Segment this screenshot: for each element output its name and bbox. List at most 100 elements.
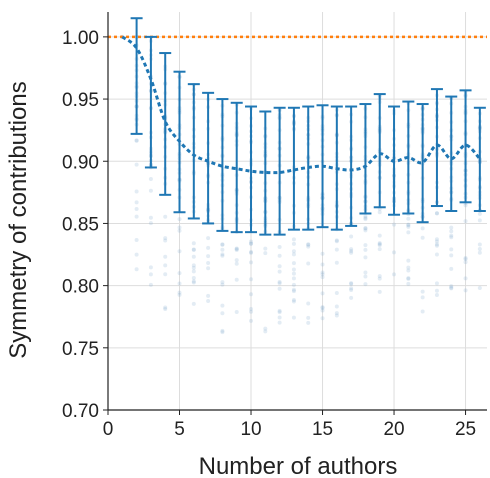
data-point <box>277 269 282 274</box>
tick-labels: 0 5 10 15 20 25 0.70 0.75 0.80 0.85 0.90 0.95 1.00 <box>62 28 476 440</box>
y-tick-label: 0.90 <box>62 152 99 173</box>
data-point <box>234 277 239 282</box>
data-point <box>249 292 254 297</box>
data-point <box>249 241 254 246</box>
data-point <box>377 243 382 248</box>
data-point <box>406 216 411 221</box>
data-point <box>263 251 268 256</box>
data-point <box>220 242 225 247</box>
data-point <box>163 263 168 268</box>
data-point <box>191 280 196 285</box>
data-point <box>177 271 182 276</box>
data-point <box>263 329 268 334</box>
data-point <box>291 252 296 257</box>
data-point <box>249 307 254 312</box>
data-point <box>206 245 211 250</box>
data-point <box>449 266 454 271</box>
data-point <box>463 219 468 224</box>
data-point <box>463 276 468 281</box>
data-point <box>420 235 425 240</box>
data-point <box>334 238 339 243</box>
data-point <box>163 238 168 243</box>
data-point <box>277 253 282 258</box>
data-point <box>463 203 468 208</box>
data-point <box>234 258 239 263</box>
data-point <box>163 254 168 259</box>
data-point <box>406 276 411 281</box>
y-tick-label: 1.00 <box>62 28 99 49</box>
data-point <box>320 308 325 313</box>
y-tick-label: 0.80 <box>62 277 99 298</box>
data-point <box>291 287 296 292</box>
data-point <box>206 299 211 304</box>
data-point <box>363 247 368 252</box>
data-point <box>148 177 153 182</box>
data-point <box>406 223 411 228</box>
data-point <box>148 221 153 226</box>
data-point <box>349 295 354 300</box>
data-point <box>191 269 196 274</box>
data-point <box>363 217 368 222</box>
data-point <box>220 247 225 252</box>
data-point <box>349 247 354 252</box>
data-point <box>306 320 311 325</box>
data-point <box>249 239 254 244</box>
data-point <box>306 301 311 306</box>
data-point <box>477 246 482 251</box>
data-point <box>134 214 139 219</box>
data-point <box>291 299 296 304</box>
data-point <box>363 225 368 230</box>
data-point <box>349 287 354 292</box>
y-axis-label: Symmetry of contributions <box>5 81 32 358</box>
data-point <box>334 291 339 296</box>
data-point <box>320 251 325 256</box>
x-tick-label: 15 <box>312 419 333 440</box>
y-tick-label: 0.70 <box>62 401 99 422</box>
data-point <box>420 289 425 294</box>
data-point <box>277 320 282 325</box>
data-point <box>334 304 339 309</box>
y-tick-label: 0.75 <box>62 339 99 360</box>
data-point <box>277 286 282 291</box>
data-point <box>134 138 139 143</box>
data-point <box>363 255 368 260</box>
data-point <box>392 272 397 277</box>
x-tick-label: 20 <box>383 419 404 440</box>
data-point <box>191 241 196 246</box>
data-point <box>434 211 439 216</box>
data-point <box>449 286 454 291</box>
data-point <box>148 272 153 277</box>
data-point <box>191 247 196 252</box>
data-point <box>449 235 454 240</box>
data-point <box>220 282 225 287</box>
data-point <box>434 211 439 216</box>
data-point <box>291 271 296 276</box>
axes <box>103 12 487 415</box>
data-point <box>463 288 468 293</box>
data-point <box>191 279 196 284</box>
data-point <box>191 275 196 280</box>
data-point <box>277 308 282 313</box>
data-point <box>291 249 296 254</box>
data-point <box>220 311 225 316</box>
data-point <box>406 281 411 286</box>
data-point <box>463 257 468 262</box>
data-point <box>191 263 196 268</box>
data-point <box>363 226 368 231</box>
data-point <box>177 217 182 222</box>
data-point <box>220 303 225 308</box>
data-point <box>220 330 225 335</box>
data-point <box>434 242 439 247</box>
data-point <box>392 222 397 227</box>
data-point <box>406 258 411 263</box>
data-point <box>163 305 168 310</box>
data-point <box>177 292 182 297</box>
data-point <box>363 215 368 220</box>
data-point <box>163 214 168 219</box>
data-point <box>191 254 196 259</box>
data-point <box>220 253 225 258</box>
data-point <box>377 274 382 279</box>
data-point <box>191 301 196 306</box>
data-point <box>291 276 296 281</box>
